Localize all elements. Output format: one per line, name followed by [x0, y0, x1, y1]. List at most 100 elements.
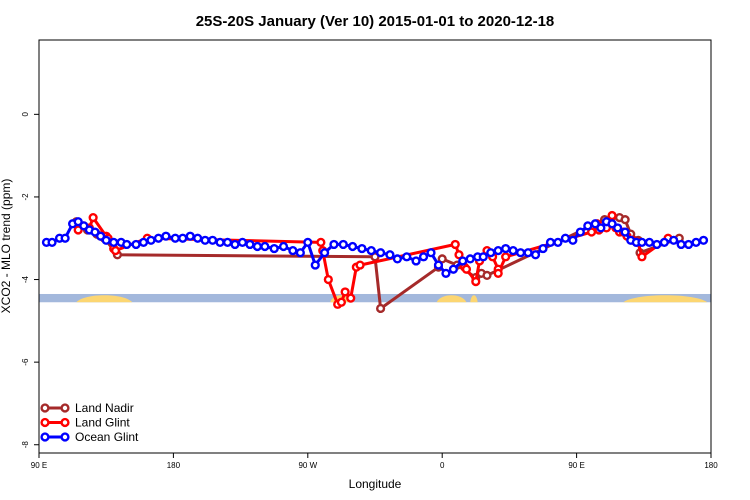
- ocean-glint-point: [122, 239, 132, 250]
- ocean-glint-point: [515, 248, 526, 258]
- ocean-glint-point: [245, 239, 255, 250]
- ocean-glint-point: [501, 243, 511, 254]
- plot-frame: [38, 39, 712, 454]
- ocean-glint-point: [200, 235, 210, 245]
- land-glint-point: [110, 246, 121, 256]
- ocean-glint-point: [348, 241, 358, 252]
- ocean-glint-point: [146, 235, 156, 245]
- x-tick-label: 180: [167, 461, 181, 470]
- land-glint-point: [607, 210, 617, 221]
- ocean-glint-point: [426, 248, 436, 258]
- legend-item-land-nadir: Land Nadir: [40, 401, 134, 415]
- land-glint-point: [88, 212, 98, 223]
- ocean-glint-point: [376, 248, 386, 258]
- ocean-glint-point: [698, 235, 709, 245]
- legend-item-land-glint: Land Glint: [40, 416, 130, 430]
- ocean-glint-point: [260, 241, 270, 252]
- legend-label: Ocean Glint: [75, 430, 139, 444]
- ocean-glint-point: [691, 237, 701, 247]
- x-axis-label: Longitude: [349, 477, 402, 491]
- x-tick-label: 180: [704, 461, 718, 470]
- land-ocean-strip: [39, 293, 711, 303]
- ocean-glint-point: [596, 223, 606, 233]
- land-patch: [76, 295, 133, 303]
- legend-label: Land Nadir: [75, 401, 134, 415]
- ocean-glint-point: [441, 268, 451, 278]
- legend-marker: [60, 403, 70, 413]
- ocean-glint-point: [269, 243, 279, 254]
- ocean-glint-point: [402, 252, 412, 262]
- y-tick-label: -2: [21, 193, 30, 201]
- ocean-glint-point: [458, 256, 468, 266]
- legend-marker: [60, 432, 70, 442]
- ocean-glint-point: [278, 241, 289, 252]
- ocean-glint-point: [138, 237, 149, 247]
- land-nadir-point: [482, 270, 492, 281]
- ocean-glint-point: [193, 233, 203, 243]
- land-glint-point: [454, 250, 464, 260]
- x-tick-label: 90 W: [298, 461, 317, 470]
- ocean-glint-point: [545, 237, 556, 247]
- ocean-glint-point: [101, 235, 111, 245]
- ocean-glint-point: [288, 246, 298, 256]
- ocean-glint-point: [60, 233, 70, 243]
- ocean-glint-point: [131, 239, 141, 250]
- ocean-glint-point: [252, 241, 263, 252]
- legend-item-ocean-glint: Ocean Glint: [40, 430, 139, 444]
- ocean-glint-point: [493, 246, 503, 256]
- land-patch: [436, 295, 467, 303]
- ocean-glint-point: [659, 237, 669, 247]
- land-glint-point: [336, 297, 347, 307]
- land-glint-point: [346, 293, 356, 303]
- land-glint-point: [637, 252, 647, 262]
- ocean-strip: [39, 293, 711, 303]
- ocean-glint-point: [303, 237, 313, 247]
- x-axis: 90 E 180 90 W 0 90 E 180: [31, 453, 718, 470]
- ocean-glint-point: [161, 231, 171, 241]
- ocean-glint-point: [583, 221, 593, 231]
- land-nadir-point: [620, 215, 630, 225]
- ocean-glint-point: [310, 260, 320, 270]
- ocean-glint-point: [392, 254, 403, 264]
- ocean-glint-point: [230, 239, 240, 250]
- land-glint-point: [355, 260, 365, 270]
- ocean-glint-point: [620, 227, 630, 237]
- legend-label: Land Glint: [75, 416, 130, 430]
- ocean-glint-point: [295, 248, 305, 258]
- ocean-glint-point: [185, 231, 195, 241]
- ocean-glint-point: [222, 237, 233, 247]
- ocean-glint-point: [508, 246, 518, 256]
- ocean-glint-point: [676, 239, 686, 250]
- ocean-glint-point: [215, 237, 225, 247]
- series-layer: [41, 210, 709, 314]
- land-glint-point: [493, 268, 503, 278]
- legend-marker: [60, 417, 70, 428]
- ocean-glint-point: [433, 260, 444, 270]
- ocean-glint-point: [366, 246, 376, 256]
- ocean-glint-point: [478, 252, 488, 262]
- series-ocean-glint: [41, 217, 709, 278]
- land-patch: [623, 295, 708, 303]
- ocean-glint-point: [568, 235, 578, 245]
- ocean-glint-point: [669, 235, 679, 245]
- ocean-glint-point: [530, 250, 541, 260]
- land-nadir-point: [437, 254, 447, 264]
- land-glint-point: [323, 274, 333, 285]
- x-tick-label: 90 E: [568, 461, 584, 470]
- ocean-glint-point: [418, 252, 429, 262]
- ocean-glint-point: [465, 254, 475, 264]
- ocean-glint-point: [109, 237, 119, 247]
- ocean-glint-point: [448, 264, 459, 274]
- legend-marker: [40, 403, 50, 413]
- y-axis: 0 -2 -4 -6 -8: [21, 112, 39, 448]
- ocean-glint-point: [320, 248, 330, 258]
- ocean-glint-point: [385, 250, 395, 260]
- ocean-glint-point: [652, 239, 662, 250]
- y-axis-label: XCO2 - MLO trend (ppm): [0, 179, 13, 314]
- land-glint-point: [340, 287, 350, 297]
- ocean-glint-point: [683, 239, 694, 250]
- x-tick-label: 0: [440, 461, 445, 470]
- ocean-glint-point: [523, 248, 533, 258]
